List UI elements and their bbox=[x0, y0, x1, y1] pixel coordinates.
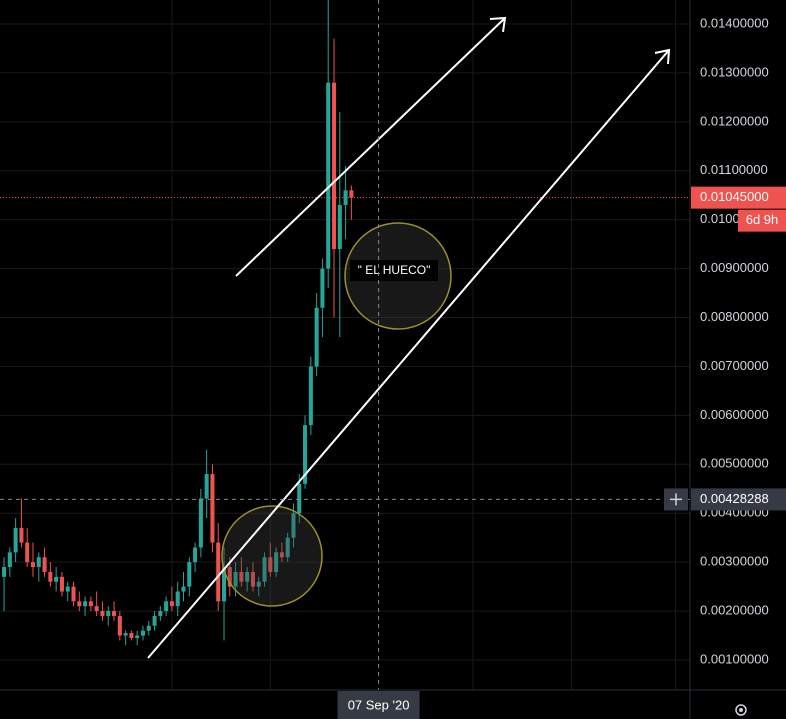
candle-body bbox=[158, 611, 163, 616]
candle-body bbox=[112, 611, 117, 616]
crosshair-x-box bbox=[337, 691, 420, 719]
candle-body bbox=[25, 542, 30, 563]
crosshair-x-label: 07 Sep '20 bbox=[348, 697, 410, 712]
candle-body bbox=[216, 542, 221, 602]
candle-body bbox=[146, 625, 151, 631]
candle-body bbox=[123, 633, 128, 636]
candle-body bbox=[100, 611, 105, 616]
candle-body bbox=[250, 571, 255, 587]
y-tick-label: 0.01200000 bbox=[700, 113, 769, 128]
candle-body bbox=[314, 307, 319, 367]
candle-body bbox=[349, 190, 354, 198]
y-tick-label: 0.00800000 bbox=[700, 309, 769, 324]
candle-body bbox=[181, 586, 186, 592]
candle-body bbox=[36, 557, 41, 568]
countdown-label: 6d 9h bbox=[746, 212, 779, 227]
settings-hub[interactable] bbox=[739, 708, 743, 712]
candle-body bbox=[239, 571, 244, 582]
y-tick-label: 0.00300000 bbox=[700, 554, 769, 569]
countdown-box bbox=[738, 209, 786, 232]
annotation: " EL HUECO" bbox=[358, 263, 431, 277]
candle-body bbox=[71, 586, 76, 602]
candle-body bbox=[59, 576, 64, 592]
candle-body bbox=[30, 562, 36, 568]
y-tick-label: 0.00200000 bbox=[700, 603, 769, 618]
last-price-box bbox=[691, 186, 786, 209]
settings-gear[interactable] bbox=[735, 704, 747, 716]
candle-body bbox=[291, 513, 296, 538]
arrow-head bbox=[654, 48, 671, 65]
candle-body bbox=[88, 601, 93, 607]
candle-body bbox=[135, 635, 140, 638]
candle-body bbox=[83, 601, 88, 607]
candle-body bbox=[106, 611, 111, 616]
last-price-label: 0.01045000 bbox=[700, 189, 769, 204]
y-tick-label: 0.00700000 bbox=[700, 358, 769, 373]
candle-body bbox=[221, 567, 227, 602]
settings-icon[interactable] bbox=[735, 704, 747, 716]
candle-body bbox=[308, 366, 313, 426]
candle-body bbox=[129, 633, 134, 638]
trend-arrow bbox=[235, 17, 506, 277]
candle-body bbox=[268, 557, 273, 572]
candle-body bbox=[331, 82, 337, 250]
crosshair-y-box bbox=[691, 488, 786, 511]
y-tick-label: 0.00600000 bbox=[700, 407, 769, 422]
candle-body bbox=[320, 268, 325, 308]
highlight-circle bbox=[221, 505, 323, 607]
candle-body bbox=[210, 474, 215, 543]
candle-body bbox=[175, 591, 180, 607]
candle-body bbox=[77, 601, 82, 607]
candle-body bbox=[187, 562, 192, 587]
y-tick-label: 0.01100000 bbox=[700, 162, 768, 177]
candle-body bbox=[65, 586, 70, 592]
arrow-head bbox=[489, 16, 507, 33]
y-tick-label: 0.01300000 bbox=[700, 64, 769, 79]
candle-body bbox=[48, 571, 53, 582]
candle-body bbox=[233, 571, 238, 587]
candle-body bbox=[164, 601, 169, 612]
candle-body bbox=[274, 552, 279, 572]
candle-body bbox=[256, 581, 261, 587]
candle-body bbox=[193, 547, 198, 563]
candle-body bbox=[245, 571, 250, 582]
candle-body bbox=[13, 527, 18, 553]
candle-body bbox=[94, 606, 99, 612]
candle-body bbox=[204, 474, 209, 499]
candle-body bbox=[227, 567, 232, 587]
candle-body bbox=[303, 425, 308, 484]
candle-body bbox=[42, 557, 47, 572]
y-tick-label: 0.00500000 bbox=[700, 456, 769, 471]
y-tick-label: 0.01400000 bbox=[700, 15, 769, 30]
y-tick-label: 0.00100000 bbox=[700, 651, 769, 666]
candle-body bbox=[169, 601, 174, 607]
candle-body bbox=[337, 204, 342, 250]
candle-body bbox=[2, 567, 7, 577]
candle-body bbox=[297, 483, 302, 514]
candle-body bbox=[7, 552, 12, 568]
candle-body bbox=[198, 498, 203, 548]
annotation-box bbox=[350, 260, 438, 281]
candle-body bbox=[140, 630, 146, 636]
candle-body bbox=[117, 615, 122, 636]
candle-body bbox=[152, 615, 157, 626]
candle-body bbox=[285, 537, 290, 558]
add-icon[interactable] bbox=[670, 493, 682, 506]
candle-body bbox=[54, 576, 59, 582]
candle-body bbox=[19, 527, 24, 543]
candle-body bbox=[279, 552, 284, 558]
candle-body bbox=[262, 557, 267, 582]
y-tick-label: 0.00900000 bbox=[700, 260, 769, 275]
crosshair-y-label: 0.00428288 bbox=[700, 491, 769, 506]
candle-body bbox=[326, 82, 331, 269]
trend-arrow bbox=[147, 49, 670, 659]
